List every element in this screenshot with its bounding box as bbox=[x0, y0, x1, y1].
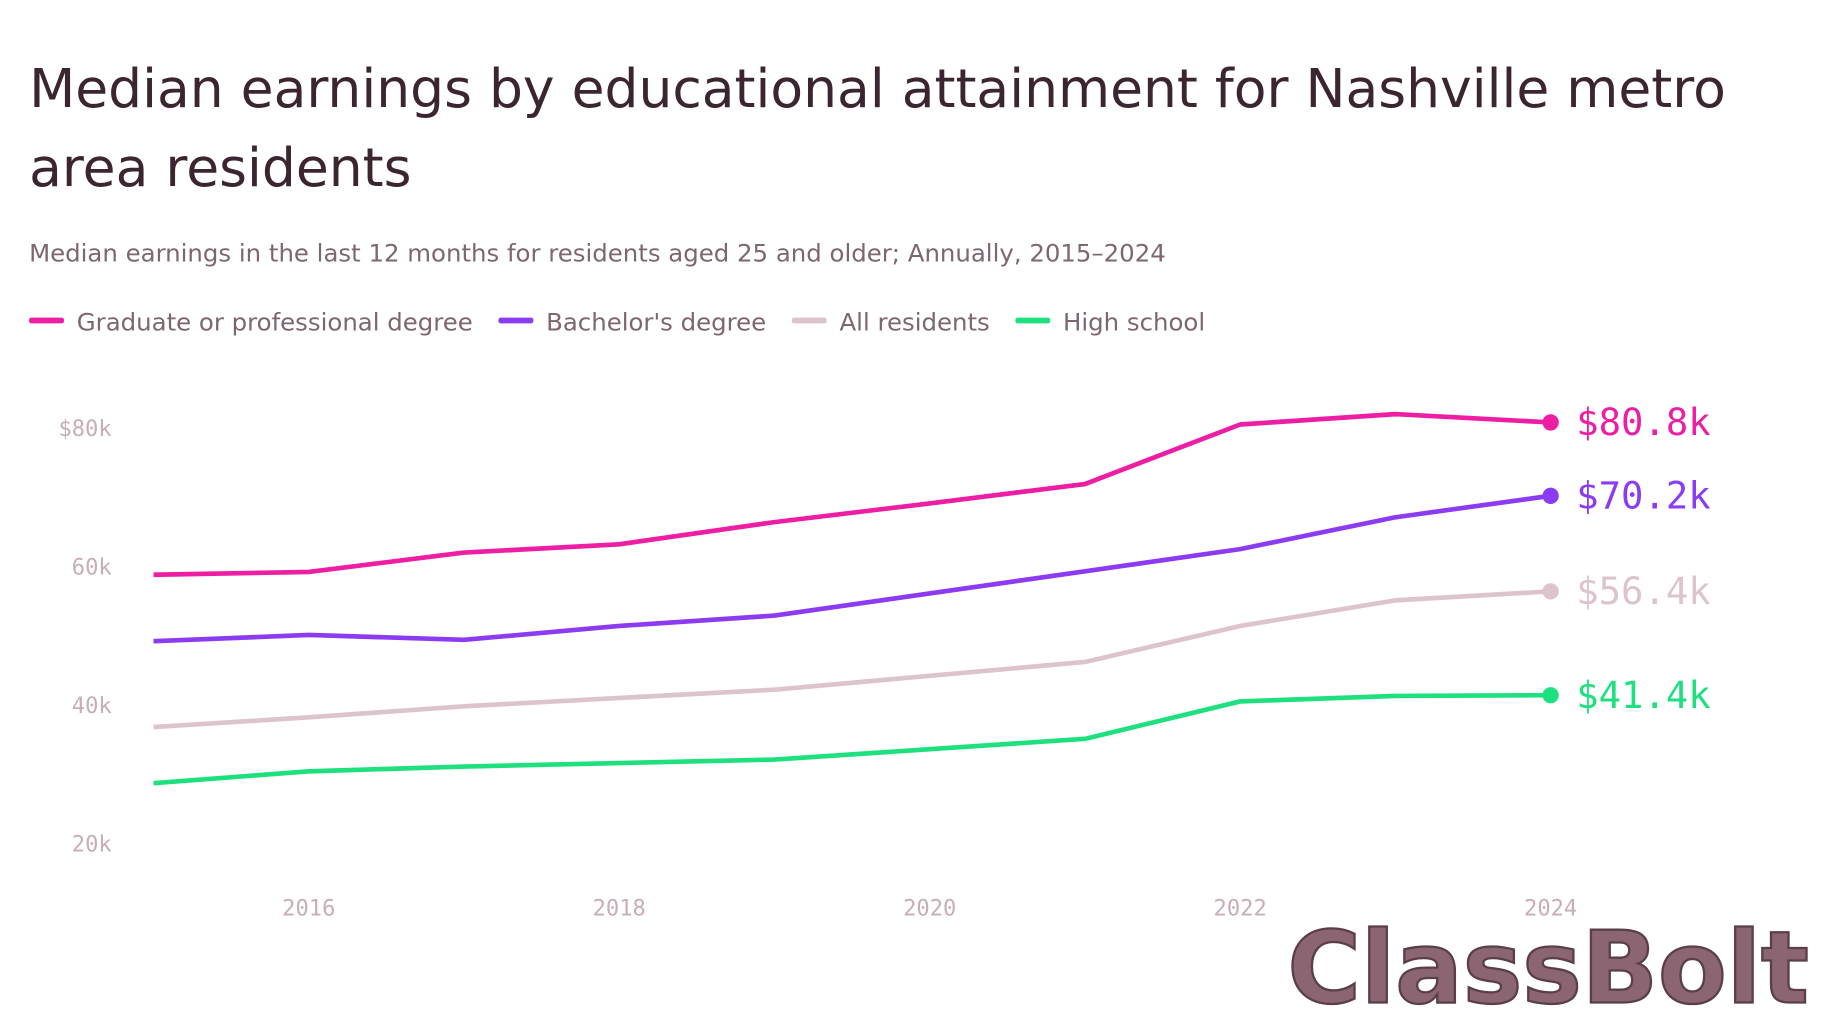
x-tick-label: 2020 bbox=[903, 895, 956, 921]
value-label: $80.8k bbox=[1576, 400, 1710, 444]
series-line bbox=[153, 493, 1551, 644]
series-line bbox=[153, 589, 1551, 730]
end-point bbox=[1542, 487, 1559, 504]
series-line bbox=[153, 411, 1551, 578]
x-tick-label: 2024 bbox=[1524, 895, 1577, 921]
legend-label: Graduate or professional degree bbox=[77, 307, 473, 336]
y-tick-label: 20k bbox=[72, 832, 112, 858]
legend-label: All residents bbox=[839, 307, 989, 336]
legend-swatch bbox=[29, 317, 64, 324]
plot-area: 20k 40k 60k $80k 2016 2018 2020 2022 2024 $80.8k $… bbox=[58, 400, 1710, 921]
value-label: $70.2k bbox=[1576, 474, 1710, 518]
legend-label: Bachelor's degree bbox=[546, 307, 766, 336]
legend-swatch bbox=[1015, 317, 1051, 324]
watermark: ClassBolt bbox=[1288, 910, 1809, 1026]
x-tick-label: 2018 bbox=[593, 895, 646, 921]
legend-label: High school bbox=[1063, 307, 1205, 336]
chart-title: Median earnings by educational attainmen… bbox=[29, 57, 1726, 199]
legend-swatch bbox=[498, 317, 534, 324]
x-tick-label: 2022 bbox=[1214, 895, 1267, 921]
end-point bbox=[1542, 687, 1559, 704]
y-tick-label: 40k bbox=[72, 693, 112, 719]
value-label: $56.4k bbox=[1576, 569, 1710, 613]
legend-swatch bbox=[791, 317, 827, 324]
legend: Graduate or professional degree Bachelor'… bbox=[29, 307, 1205, 336]
end-point bbox=[1542, 583, 1559, 600]
y-tick-label: 60k bbox=[72, 555, 112, 581]
value-label: $41.4k bbox=[1576, 673, 1710, 717]
end-point bbox=[1542, 414, 1559, 431]
y-tick-label: $80k bbox=[58, 416, 111, 442]
chart-subtitle: Median earnings in the last 12 months fo… bbox=[29, 239, 1166, 268]
series-line bbox=[153, 692, 1551, 786]
x-tick-label: 2016 bbox=[282, 895, 335, 921]
